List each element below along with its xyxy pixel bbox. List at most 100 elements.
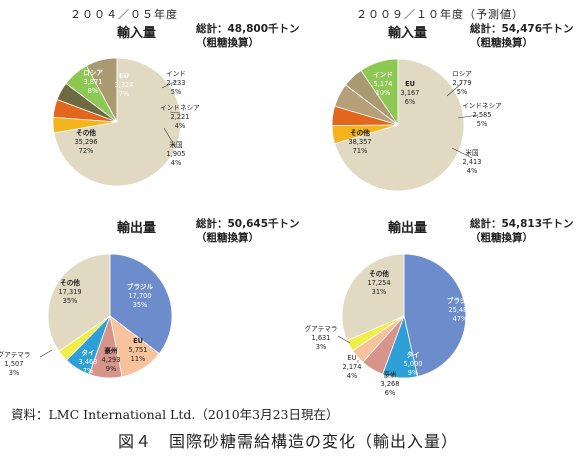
slice-label-value: 5,751 — [129, 346, 148, 354]
slice-label-value: 25,486 — [448, 306, 471, 314]
slice-label-name: ロシア — [452, 70, 472, 78]
pie-chart-2: ブラジル17,70035%EU5,75111%豪州4,2939%タイ3,4637… — [0, 253, 173, 379]
leader-line — [457, 114, 479, 119]
slice-label-value: 17,700 — [128, 292, 151, 300]
slice-label-name: タイ — [406, 350, 419, 359]
slice-label-name: インド — [166, 70, 186, 78]
slice-label-percent: 47% — [453, 315, 468, 323]
slice-label-percent: 3% — [9, 369, 19, 377]
total-value: 総計：48,800千トン — [196, 23, 300, 35]
slice-label-name: グアテマラ — [0, 350, 30, 359]
slice-label-value: 3,463 — [79, 358, 98, 366]
slice-label-name: EU — [405, 80, 415, 88]
slice-label-name: その他 — [76, 128, 96, 137]
source-note: 資料：LMC International Ltd.（2010年3月23日現在） — [11, 407, 339, 422]
total-note: （粗糖換算） — [470, 232, 533, 244]
chart-title-export-2004: 輸出量 — [117, 221, 157, 236]
leader-line — [169, 111, 181, 114]
slice-label-name: グアテマラ — [305, 324, 338, 333]
pie-slice — [334, 58, 465, 192]
slice-label-percent: 35% — [133, 301, 148, 309]
slice-label-value: 2,174 — [343, 363, 362, 371]
slice-label-value: 2,779 — [453, 79, 472, 87]
slice-label-name: インドネシア — [462, 102, 502, 110]
slice-label-name: 豪州 — [383, 370, 396, 379]
slice-label-percent: 9% — [106, 365, 116, 373]
slice-label-percent: 4% — [171, 159, 181, 167]
chart-title-export-2009: 輸出量 — [388, 221, 428, 236]
leader-line — [163, 127, 177, 149]
total-note: （粗糖換算） — [470, 37, 533, 49]
total-import-2004: 総計：48,800千トン （粗糖換算） — [196, 22, 300, 50]
slice-label-value: 1,507 — [5, 360, 24, 368]
slice-label-value: 1,631 — [312, 334, 331, 342]
slice-label-name: EU — [348, 354, 357, 362]
slice-label-percent: 6% — [385, 389, 395, 397]
slice-label-percent: 4% — [347, 372, 357, 380]
slice-label-percent: 31% — [372, 288, 387, 296]
slice-label-value: 3,167 — [401, 89, 420, 97]
slice-label-name: その他 — [60, 278, 80, 287]
slice-label-value: 38,357 — [348, 138, 371, 146]
leader-line — [39, 349, 53, 358]
slice-label-percent: 5% — [477, 120, 487, 128]
slice-label-percent: 6% — [405, 98, 415, 106]
slice-label-value: 5,174 — [374, 80, 393, 88]
slice-label-name: 米国 — [169, 140, 183, 149]
total-value: 総計：54,476千トン — [470, 23, 574, 35]
total-import-2009: 総計：54,476千トン （粗糖換算） — [470, 22, 574, 50]
total-export-2004: 総計：50,645千トン （粗糖換算） — [196, 217, 300, 245]
slice-label-value: 3,324 — [115, 81, 134, 89]
slice-label-value: 2,221 — [171, 113, 190, 121]
slice-label-name: ブラジル — [127, 282, 154, 291]
slice-label-percent: 4% — [467, 167, 477, 175]
slice-label-value: 1,905 — [167, 150, 186, 158]
slice-label-percent: 9% — [408, 369, 418, 377]
slice-label-percent: 11% — [131, 355, 146, 363]
slice-label-value: 3,268 — [381, 380, 400, 388]
total-note: （粗糖換算） — [196, 37, 259, 49]
slice-label-percent: 8% — [88, 87, 98, 95]
slice-label-name: インドネシア — [160, 104, 200, 112]
slice-label-name: その他 — [350, 128, 370, 137]
total-export-2009: 総計：54,813千トン （粗糖換算） — [470, 217, 574, 245]
slice-label-percent: 4% — [175, 122, 185, 130]
period-right: ２００９／１０年度（予測値） — [356, 8, 524, 21]
slice-label-percent: 10% — [376, 89, 391, 97]
slice-label-percent: 7% — [119, 90, 129, 98]
total-value: 総計：54,813千トン — [470, 218, 574, 230]
slice-label-percent: 7% — [83, 367, 93, 375]
slice-label-percent: 71% — [353, 147, 368, 155]
slice-label-percent: 72% — [79, 147, 94, 155]
slice-label-percent: 5% — [171, 88, 181, 96]
slice-label-name: 米国 — [465, 148, 479, 157]
slice-label-value: 17,254 — [367, 279, 390, 287]
pie-slice — [403, 253, 467, 377]
slice-label-name: 豪州 — [104, 346, 118, 355]
total-value: 総計：50,645千トン — [196, 218, 300, 230]
slice-label-percent: 5% — [457, 88, 467, 96]
slice-label-value: 2,585 — [473, 111, 492, 119]
slice-label-name: EU — [119, 72, 129, 80]
slice-label-percent: 35% — [63, 297, 78, 305]
slice-label-value: 4,293 — [102, 356, 121, 364]
pie-slice — [341, 253, 405, 342]
slice-label-value: 3,871 — [84, 78, 103, 86]
slice-label-value: 17,319 — [58, 288, 81, 296]
slice-label-name: EU — [133, 337, 143, 345]
chart-title-import-2004: 輸入量 — [117, 26, 157, 41]
slice-label-value: 5,000 — [404, 360, 423, 368]
figure-caption: 図４ 国際砂糖需給構造の変化（輸出入量） — [118, 432, 459, 451]
pie-slice — [47, 253, 111, 352]
slice-label-name: その他 — [369, 269, 389, 278]
leader-line — [446, 82, 463, 97]
slice-label-percent: 3% — [316, 343, 326, 351]
period-left: ２００４／０５年度 — [70, 8, 178, 21]
slice-label-value: 2,413 — [463, 158, 482, 166]
slice-label-name: インド — [373, 71, 393, 79]
slice-label-value: 2,233 — [167, 79, 186, 87]
